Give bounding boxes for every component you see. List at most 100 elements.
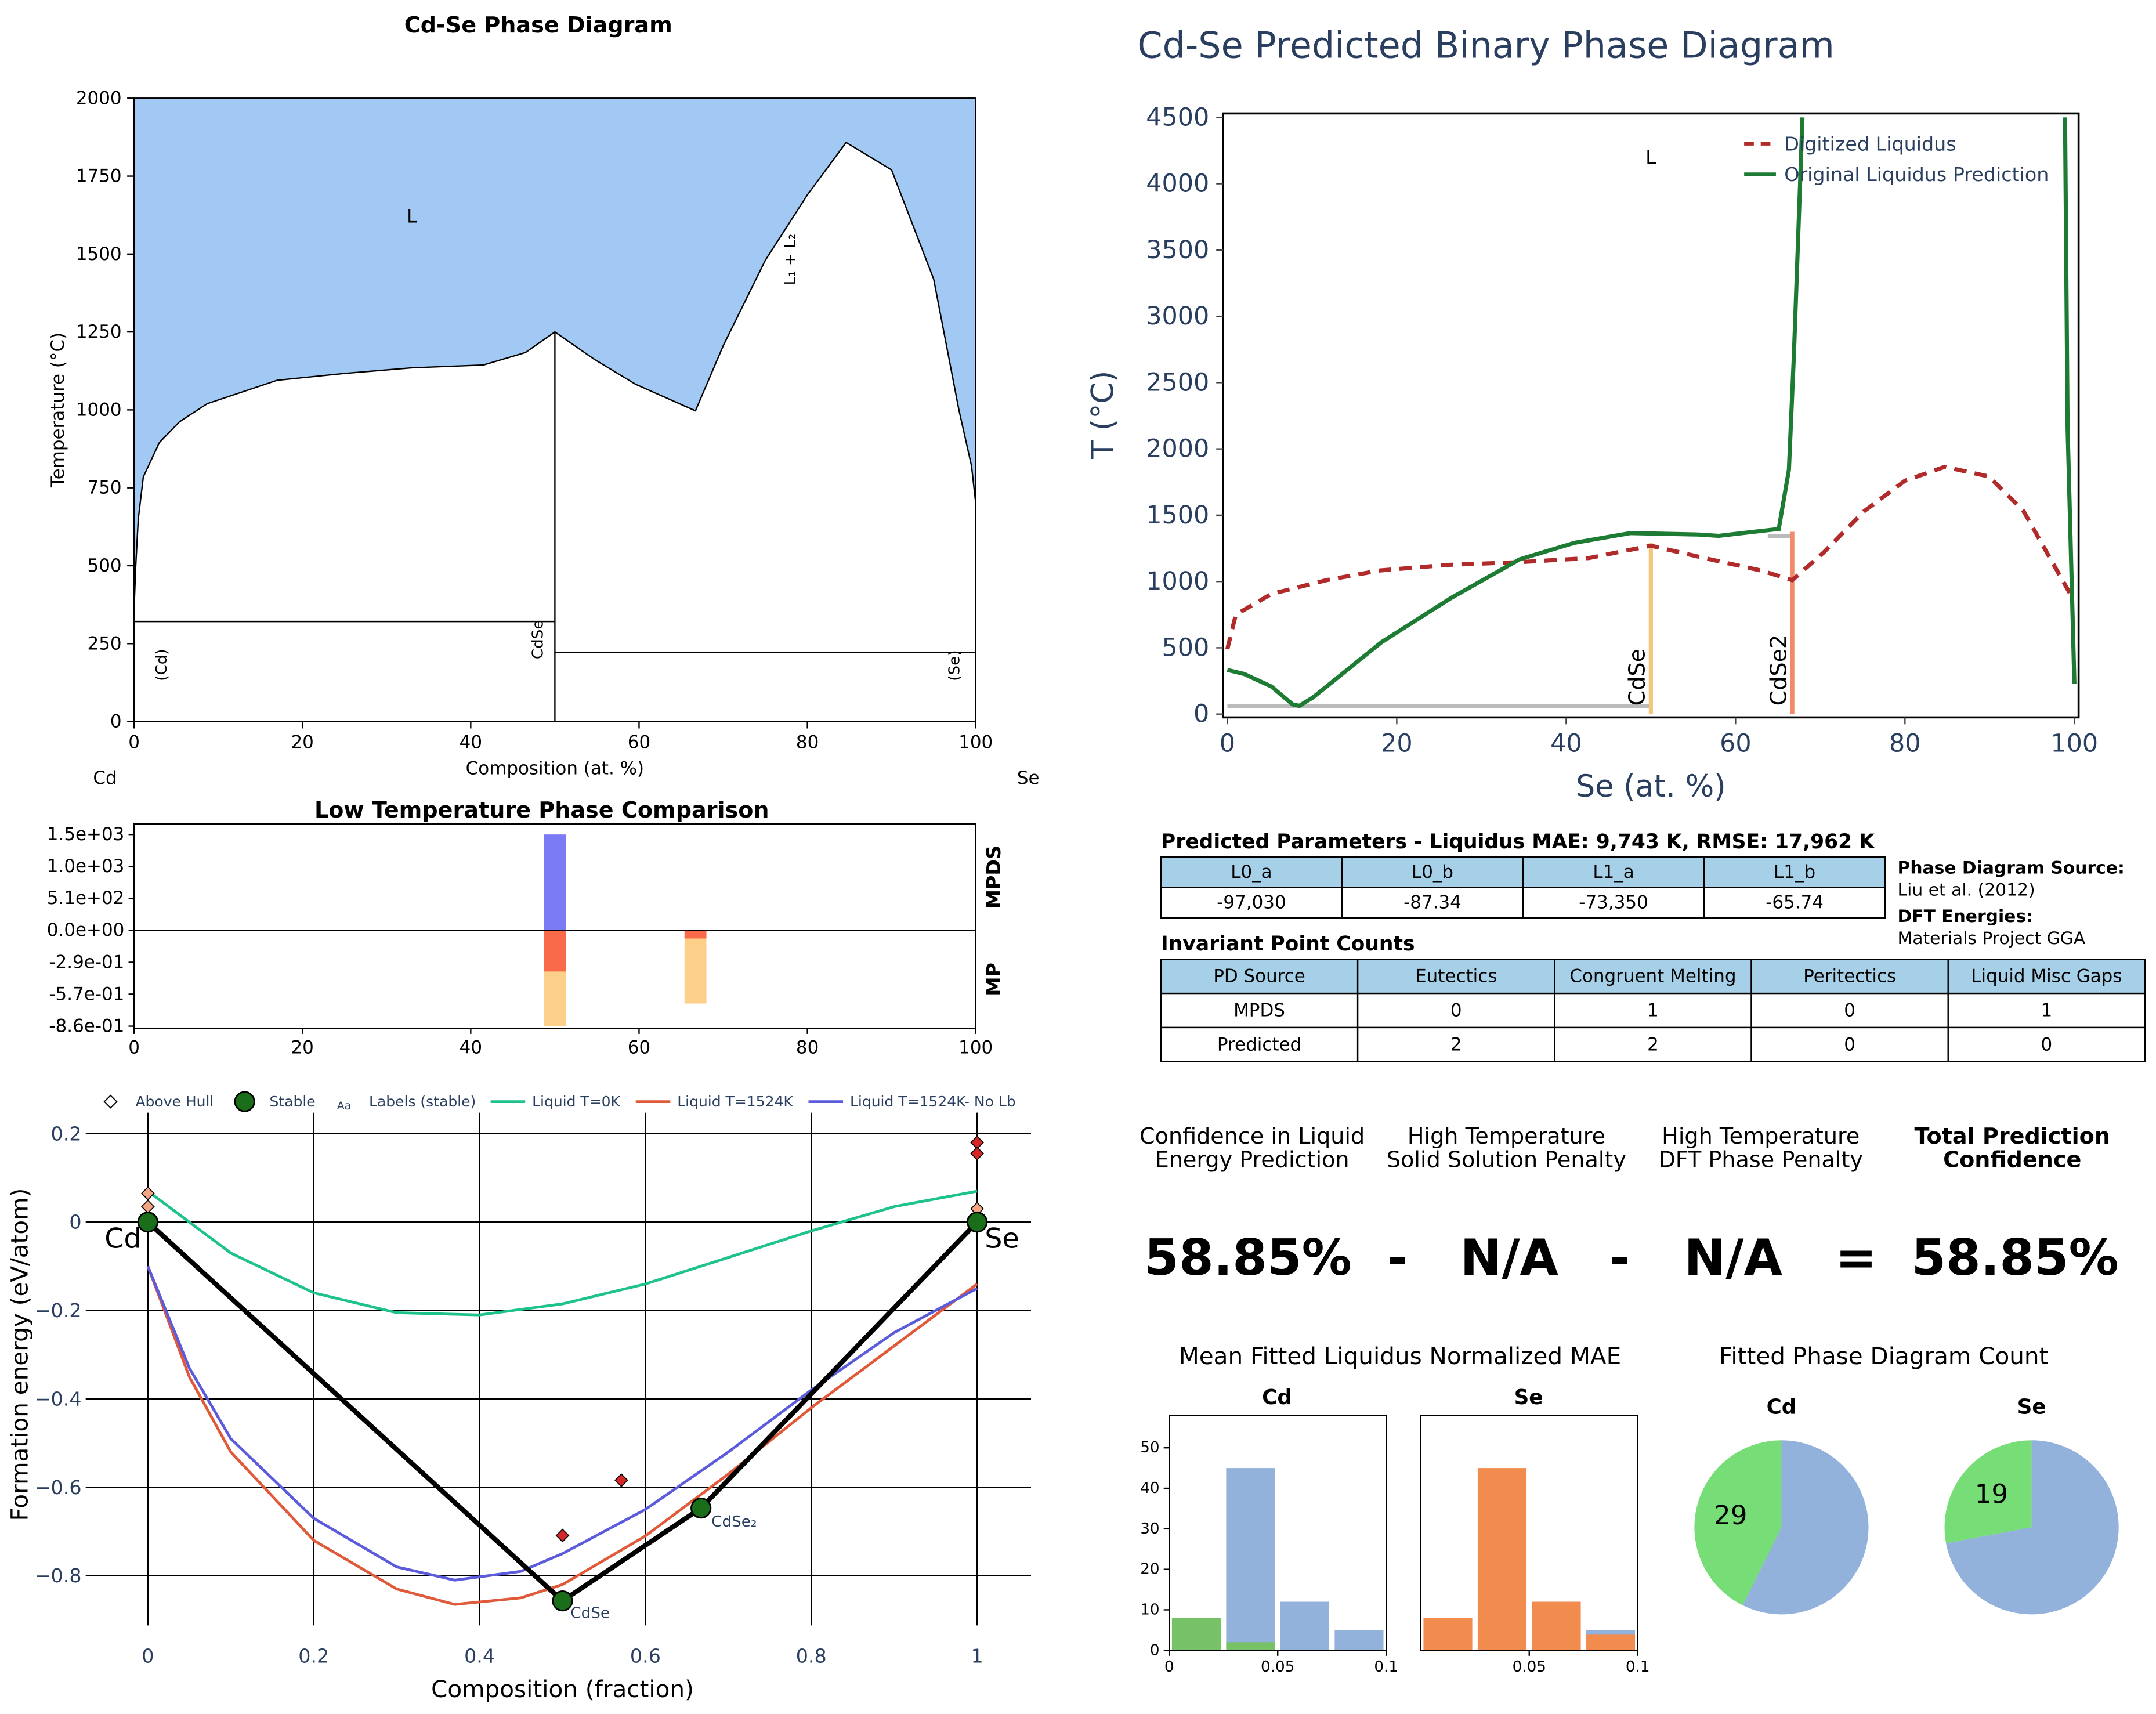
stable-point xyxy=(137,1212,158,1233)
table-cell xyxy=(1947,1026,2146,1062)
confidence-header: DFT Phase Penalty xyxy=(1658,1147,1863,1173)
x-tick-label: 100 xyxy=(958,1037,993,1058)
confidence-term: - xyxy=(1387,1229,1408,1287)
table-header-cell xyxy=(1947,959,2146,995)
source-value: Materials Project GGA xyxy=(1898,928,2086,949)
table-cell-text: 2 xyxy=(1450,1034,1462,1055)
table-title: Predicted Parameters - Liquidus MAE: 9,7… xyxy=(1161,830,1875,854)
bar xyxy=(544,930,566,972)
confidence-header: High Temperature xyxy=(1408,1123,1605,1149)
table-cell-text: Predicted xyxy=(1217,1034,1301,1055)
confidence-header: Confidence in Liquid xyxy=(1140,1123,1365,1149)
stable-label: CdSe₂ xyxy=(711,1513,757,1531)
x-tick-label: 80 xyxy=(796,1037,819,1058)
end-label: Se xyxy=(1017,768,1040,789)
stable-point xyxy=(690,1498,712,1519)
x-tick-label: 0.05 xyxy=(1513,1658,1546,1676)
chart-title: Cd-Se Predicted Binary Phase Diagram xyxy=(1137,25,1834,67)
y-tick-label: 50 xyxy=(1140,1439,1159,1456)
table-cell xyxy=(1554,1026,1752,1062)
table-cell-text: -73,350 xyxy=(1579,892,1648,913)
x-tick-label: 0.1 xyxy=(1374,1658,1398,1676)
series-line xyxy=(1225,464,2074,650)
table-cell xyxy=(1160,1026,1359,1062)
table-header-text: Eutectics xyxy=(1415,966,1497,987)
x-tick-label: 80 xyxy=(1889,729,1921,758)
y-tick-label: 0.2 xyxy=(51,1122,82,1145)
stable-label: Se xyxy=(985,1223,1019,1254)
y-tick-label: 2000 xyxy=(1146,435,1209,464)
histogram-bar xyxy=(1477,1468,1527,1651)
chart-title: Cd-Se Phase Diagram xyxy=(404,12,672,38)
liquid-region xyxy=(134,98,976,610)
table-header-text: Congruent Melting xyxy=(1569,966,1736,987)
section-heading: Mean Fitted Liquidus Normalized MAE xyxy=(1179,1342,1621,1370)
y-tick-label: 5.1e+02 xyxy=(47,888,125,909)
y-tick-label: 0 xyxy=(69,1211,81,1234)
x-tick-label: 0.1 xyxy=(1626,1658,1650,1676)
axes-frame xyxy=(133,823,976,1029)
confidence-header: Total Prediction xyxy=(1915,1123,2110,1149)
pie-slice xyxy=(1944,1440,2032,1543)
x-tick-label: 100 xyxy=(958,732,993,753)
region-label: L xyxy=(1645,146,1656,168)
table-cell-text: -97,030 xyxy=(1217,892,1286,913)
histogram-bar xyxy=(1226,1468,1275,1651)
chart-title: Se xyxy=(2017,1395,2046,1419)
confidence-term: - xyxy=(1609,1229,1630,1287)
source-label: DFT Energies: xyxy=(1898,906,2033,927)
table-cell-text: -65.74 xyxy=(1766,892,1824,913)
y-tick-label: 1500 xyxy=(1146,501,1209,530)
x-axis-label: Composition (at. %) xyxy=(466,758,645,779)
y-tick-label: 40 xyxy=(1140,1480,1159,1497)
confidence-term: = xyxy=(1835,1229,1877,1287)
x-tick-label: 60 xyxy=(628,732,650,753)
y-tick-label: −0.2 xyxy=(35,1299,82,1322)
region-label: L xyxy=(407,206,417,227)
table-cell xyxy=(1341,887,1524,919)
y-tick-label: 750 xyxy=(88,478,122,498)
x-tick-label: 20 xyxy=(1381,729,1413,758)
table-cell-text: 0 xyxy=(2041,1034,2052,1055)
liquid-curve xyxy=(147,1189,978,1317)
histogram-bar xyxy=(1423,1618,1473,1651)
y-tick-label: 500 xyxy=(88,555,122,576)
y-tick-label: 1.5e+03 xyxy=(47,824,125,845)
legend-label: Liquid T=1524K xyxy=(677,1093,793,1110)
y-axis-label: Temperature (°C) xyxy=(48,332,68,488)
chart-title: Se xyxy=(1514,1386,1543,1409)
table-cell-text: 0 xyxy=(1844,1034,1855,1055)
section-heading: Fitted Phase Diagram Count xyxy=(1719,1342,2048,1370)
legend-swatch: Aa xyxy=(337,1100,352,1112)
x-axis-label: Composition (fraction) xyxy=(431,1675,694,1703)
y-tick-label: 4500 xyxy=(1146,103,1209,132)
pie-slice xyxy=(1946,1440,2119,1615)
pie-slice xyxy=(1742,1440,1869,1615)
table-header-cell xyxy=(1356,959,1555,995)
histogram-bar xyxy=(1226,1642,1275,1651)
y-tick-label: 0.0e+00 xyxy=(47,920,125,941)
x-tick-label: 60 xyxy=(1720,729,1752,758)
y-tick-label: 500 xyxy=(1162,633,1209,662)
region-label: CdSe xyxy=(529,620,547,659)
y-tick-label: 1750 xyxy=(76,166,122,187)
confidence-term: 58.85% xyxy=(1144,1229,1351,1287)
bar xyxy=(544,834,566,931)
source-value: Liu et al. (2012) xyxy=(1898,880,2035,901)
confidence-term: N/A xyxy=(1460,1229,1558,1287)
table-cell xyxy=(1750,1026,1949,1062)
liquid-curve xyxy=(146,1265,978,1582)
chart-title: Cd xyxy=(1262,1386,1292,1409)
phase-label: CdSe2 xyxy=(1766,635,1791,706)
x-tick-label: 40 xyxy=(460,732,482,753)
x-tick-label: 20 xyxy=(291,1037,313,1058)
table-cell-text: 0 xyxy=(1844,1000,1855,1021)
y-tick-label: 0 xyxy=(110,711,122,732)
axes-frame xyxy=(1222,112,2080,719)
y-axis-label: Formation energy (eV/atom) xyxy=(5,1188,33,1521)
x-tick-label: 0.6 xyxy=(630,1644,661,1667)
x-tick-label: 0 xyxy=(128,1037,140,1058)
bar xyxy=(684,930,707,1004)
